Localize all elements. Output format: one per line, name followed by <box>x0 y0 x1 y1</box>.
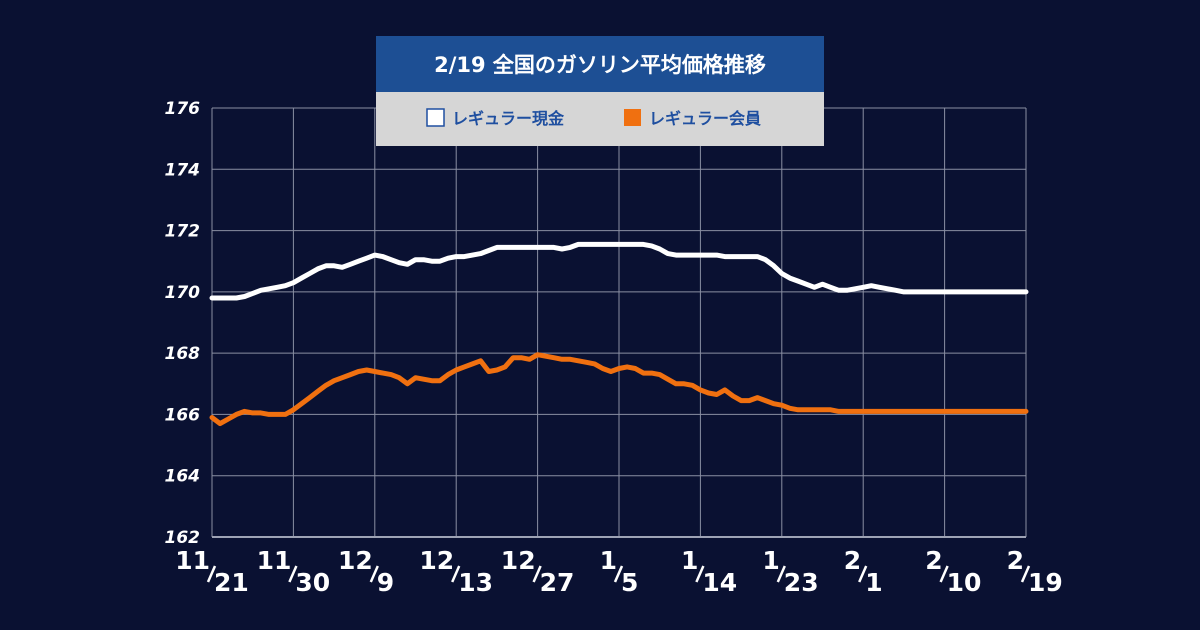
x-tick-main: 2 <box>844 546 861 575</box>
y-tick-label: 172 <box>165 222 201 242</box>
x-tick-sub: 9 <box>377 568 394 597</box>
x-tick-label: 219 <box>1007 546 1063 597</box>
chart-title: 2/19 全国のガソリン平均価格推移 <box>434 53 766 77</box>
x-tick-sub: 27 <box>540 568 575 597</box>
y-tick-label: 174 <box>165 160 201 180</box>
x-tick-main: 1 <box>681 546 698 575</box>
x-tick-label: 210 <box>925 546 981 597</box>
title-bar <box>376 36 824 92</box>
series-line-cash <box>209 241 1029 301</box>
series-lines <box>209 241 1029 427</box>
x-tick-slash <box>776 565 786 583</box>
title-legend-panel: 2/19 全国のガソリン平均価格推移 レギュラー現金 レギュラー会員 <box>376 36 824 146</box>
x-tick-label: 15 <box>600 546 639 597</box>
x-tick-sub: 5 <box>621 568 638 597</box>
x-tick-slash <box>613 565 624 583</box>
y-tick-label: 170 <box>165 283 201 303</box>
y-tick-label: 166 <box>165 405 201 425</box>
x-tick-slash <box>858 565 868 583</box>
x-tick-label: 129 <box>338 546 394 597</box>
x-tick-slash <box>939 565 949 583</box>
x-tick-main: 11 <box>257 546 292 575</box>
x-tick-label: 114 <box>681 546 737 597</box>
x-tick-sub: 10 <box>947 568 982 597</box>
legend-bar <box>376 92 824 146</box>
x-tick-slash <box>451 565 461 583</box>
x-tick-main: 11 <box>175 546 210 575</box>
x-tick-label: 21 <box>844 546 883 597</box>
y-tick-label: 168 <box>165 344 201 364</box>
y-axis: 162 164 166 168 170 172 174 176 <box>165 99 201 548</box>
x-tick-slash <box>288 565 298 583</box>
y-tick-label: 176 <box>165 99 201 119</box>
x-tick-slash <box>1020 565 1031 583</box>
legend-swatch-cash <box>426 108 445 127</box>
x-tick-slash <box>532 565 542 583</box>
series-line-member <box>209 352 1029 427</box>
y-tick-label: 164 <box>165 467 201 487</box>
x-tick-main: 12 <box>338 546 373 575</box>
x-tick-sub: 23 <box>784 568 819 597</box>
x-tick-sub: 1 <box>865 568 882 597</box>
x-tick-slash <box>695 565 705 583</box>
legend-swatch-member <box>624 109 641 126</box>
x-tick-main: 12 <box>419 546 454 575</box>
legend-label-cash: レギュラー現金 <box>452 109 565 128</box>
legend-label-member: レギュラー会員 <box>649 109 761 128</box>
y-tick-label: 162 <box>165 528 201 548</box>
x-tick-main: 2 <box>925 546 942 575</box>
x-tick-sub: 14 <box>702 568 737 597</box>
x-tick-label: 123 <box>762 546 818 597</box>
grid <box>211 107 1027 538</box>
x-tick-sub: 21 <box>214 568 249 597</box>
x-tick-main: 1 <box>600 546 617 575</box>
x-tick-sub: 19 <box>1028 568 1063 597</box>
x-tick-slash <box>369 565 379 583</box>
x-tick-main: 1 <box>762 546 779 575</box>
x-tick-sub: 13 <box>458 568 493 597</box>
x-tick-main: 12 <box>501 546 536 575</box>
x-tick-main: 2 <box>1007 546 1024 575</box>
x-tick-slash <box>206 565 217 583</box>
x-tick-sub: 30 <box>295 568 330 597</box>
